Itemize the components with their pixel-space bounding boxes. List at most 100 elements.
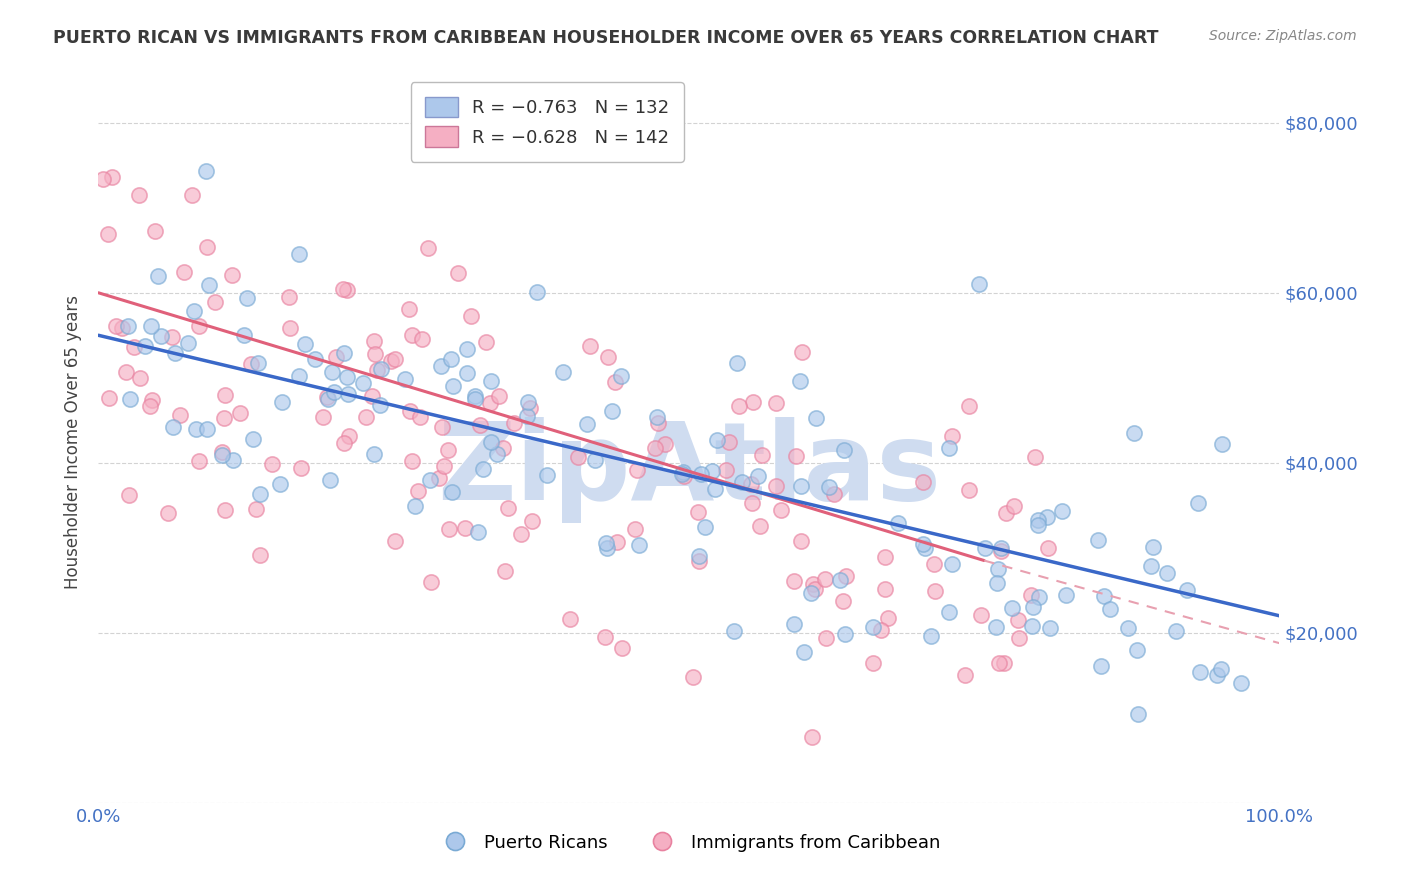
Point (1026, 517, 1049, 532)
Point (447, 267, 470, 281)
Point (479, 374, 502, 388)
Point (278, 321, 301, 335)
Point (706, 433, 728, 447)
Point (723, 624, 745, 638)
Point (290, 460, 312, 475)
Point (454, 521, 477, 535)
Point (441, 485, 464, 500)
Point (703, 482, 725, 496)
Point (475, 334, 498, 349)
Point (769, 502, 792, 516)
Point (325, 350, 347, 364)
Point (558, 612, 581, 626)
Point (336, 283, 359, 297)
Y-axis label: Householder Income Over 65 years: Householder Income Over 65 years (65, 294, 83, 589)
Point (418, 242, 440, 256)
Point (146, 268, 169, 283)
Point (598, 350, 620, 364)
Point (380, 353, 402, 368)
Point (91, 172, 114, 186)
Point (967, 277, 990, 291)
Point (790, 533, 813, 548)
Point (117, 487, 139, 501)
Point (488, 389, 510, 403)
Point (356, 409, 378, 424)
Point (600, 403, 623, 417)
Point (492, 442, 515, 456)
Point (509, 526, 531, 541)
Point (790, 344, 813, 359)
Point (430, 420, 453, 434)
Point (1211, 437, 1233, 451)
Point (337, 387, 360, 401)
Point (801, 576, 824, 591)
Point (1205, 667, 1227, 681)
Point (1123, 425, 1146, 440)
Point (804, 411, 827, 425)
Point (319, 473, 342, 487)
Point (595, 536, 617, 550)
Point (1007, 613, 1029, 627)
Point (862, 620, 884, 634)
Point (105, 319, 128, 334)
Point (765, 396, 787, 410)
Point (169, 408, 191, 422)
Point (1211, 661, 1233, 675)
Point (363, 447, 385, 461)
Point (988, 656, 1011, 670)
Point (1008, 631, 1031, 645)
Point (606, 534, 628, 549)
Point (114, 365, 136, 379)
Point (187, 318, 209, 333)
Point (1116, 622, 1139, 636)
Point (101, 169, 124, 184)
Point (229, 406, 252, 420)
Point (211, 444, 233, 458)
Point (143, 224, 166, 238)
Point (941, 557, 963, 571)
Point (1092, 589, 1115, 603)
Point (433, 459, 456, 474)
Point (1126, 707, 1149, 722)
Point (245, 502, 267, 516)
Point (312, 410, 335, 425)
Point (990, 544, 1012, 558)
Point (1028, 590, 1050, 604)
Point (522, 514, 544, 528)
Point (479, 435, 502, 450)
Point (823, 487, 845, 501)
Point (420, 575, 443, 590)
Point (688, 554, 710, 568)
Point (173, 265, 195, 279)
Point (1142, 540, 1164, 554)
Point (141, 393, 163, 408)
Point (1156, 566, 1178, 580)
Point (628, 538, 651, 552)
Point (336, 369, 359, 384)
Point (873, 550, 896, 565)
Point (384, 534, 406, 549)
Point (749, 519, 772, 533)
Point (316, 390, 339, 404)
Point (782, 574, 804, 588)
Point (583, 452, 606, 467)
Point (456, 343, 478, 357)
Point (411, 332, 433, 346)
Point (688, 549, 710, 563)
Point (995, 506, 1018, 520)
Point (98, 391, 121, 405)
Point (526, 285, 548, 299)
Point (765, 479, 787, 493)
Point (519, 401, 541, 415)
Point (912, 475, 935, 489)
Point (672, 465, 695, 479)
Point (160, 330, 183, 344)
Point (139, 399, 162, 413)
Point (957, 400, 980, 414)
Point (249, 487, 271, 501)
Point (363, 334, 385, 348)
Point (1022, 600, 1045, 615)
Point (873, 582, 896, 597)
Point (427, 471, 450, 485)
Point (288, 247, 311, 261)
